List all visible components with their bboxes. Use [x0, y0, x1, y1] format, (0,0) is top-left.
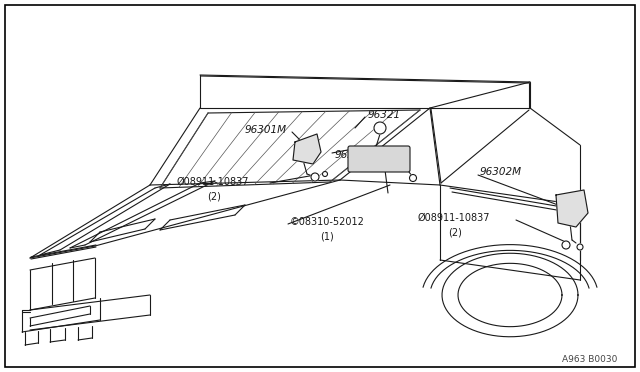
Circle shape [577, 244, 583, 250]
Polygon shape [556, 190, 588, 227]
Text: 96321: 96321 [368, 110, 401, 120]
FancyBboxPatch shape [348, 146, 410, 172]
Text: Ø08911-10837: Ø08911-10837 [418, 213, 490, 223]
Text: (2): (2) [207, 191, 221, 201]
Text: A963 B0030: A963 B0030 [563, 356, 618, 365]
Circle shape [374, 122, 386, 134]
Text: ©08310-52012: ©08310-52012 [290, 217, 365, 227]
Circle shape [323, 171, 328, 176]
Text: 96327: 96327 [335, 150, 368, 160]
Text: (2): (2) [448, 227, 462, 237]
Text: (1): (1) [320, 231, 333, 241]
Text: 96301M: 96301M [245, 125, 287, 135]
Text: Ø08911-10837: Ø08911-10837 [177, 177, 250, 187]
Circle shape [410, 174, 417, 182]
Circle shape [311, 173, 319, 181]
Text: 96302M: 96302M [480, 167, 522, 177]
Polygon shape [293, 134, 321, 164]
Circle shape [562, 241, 570, 249]
